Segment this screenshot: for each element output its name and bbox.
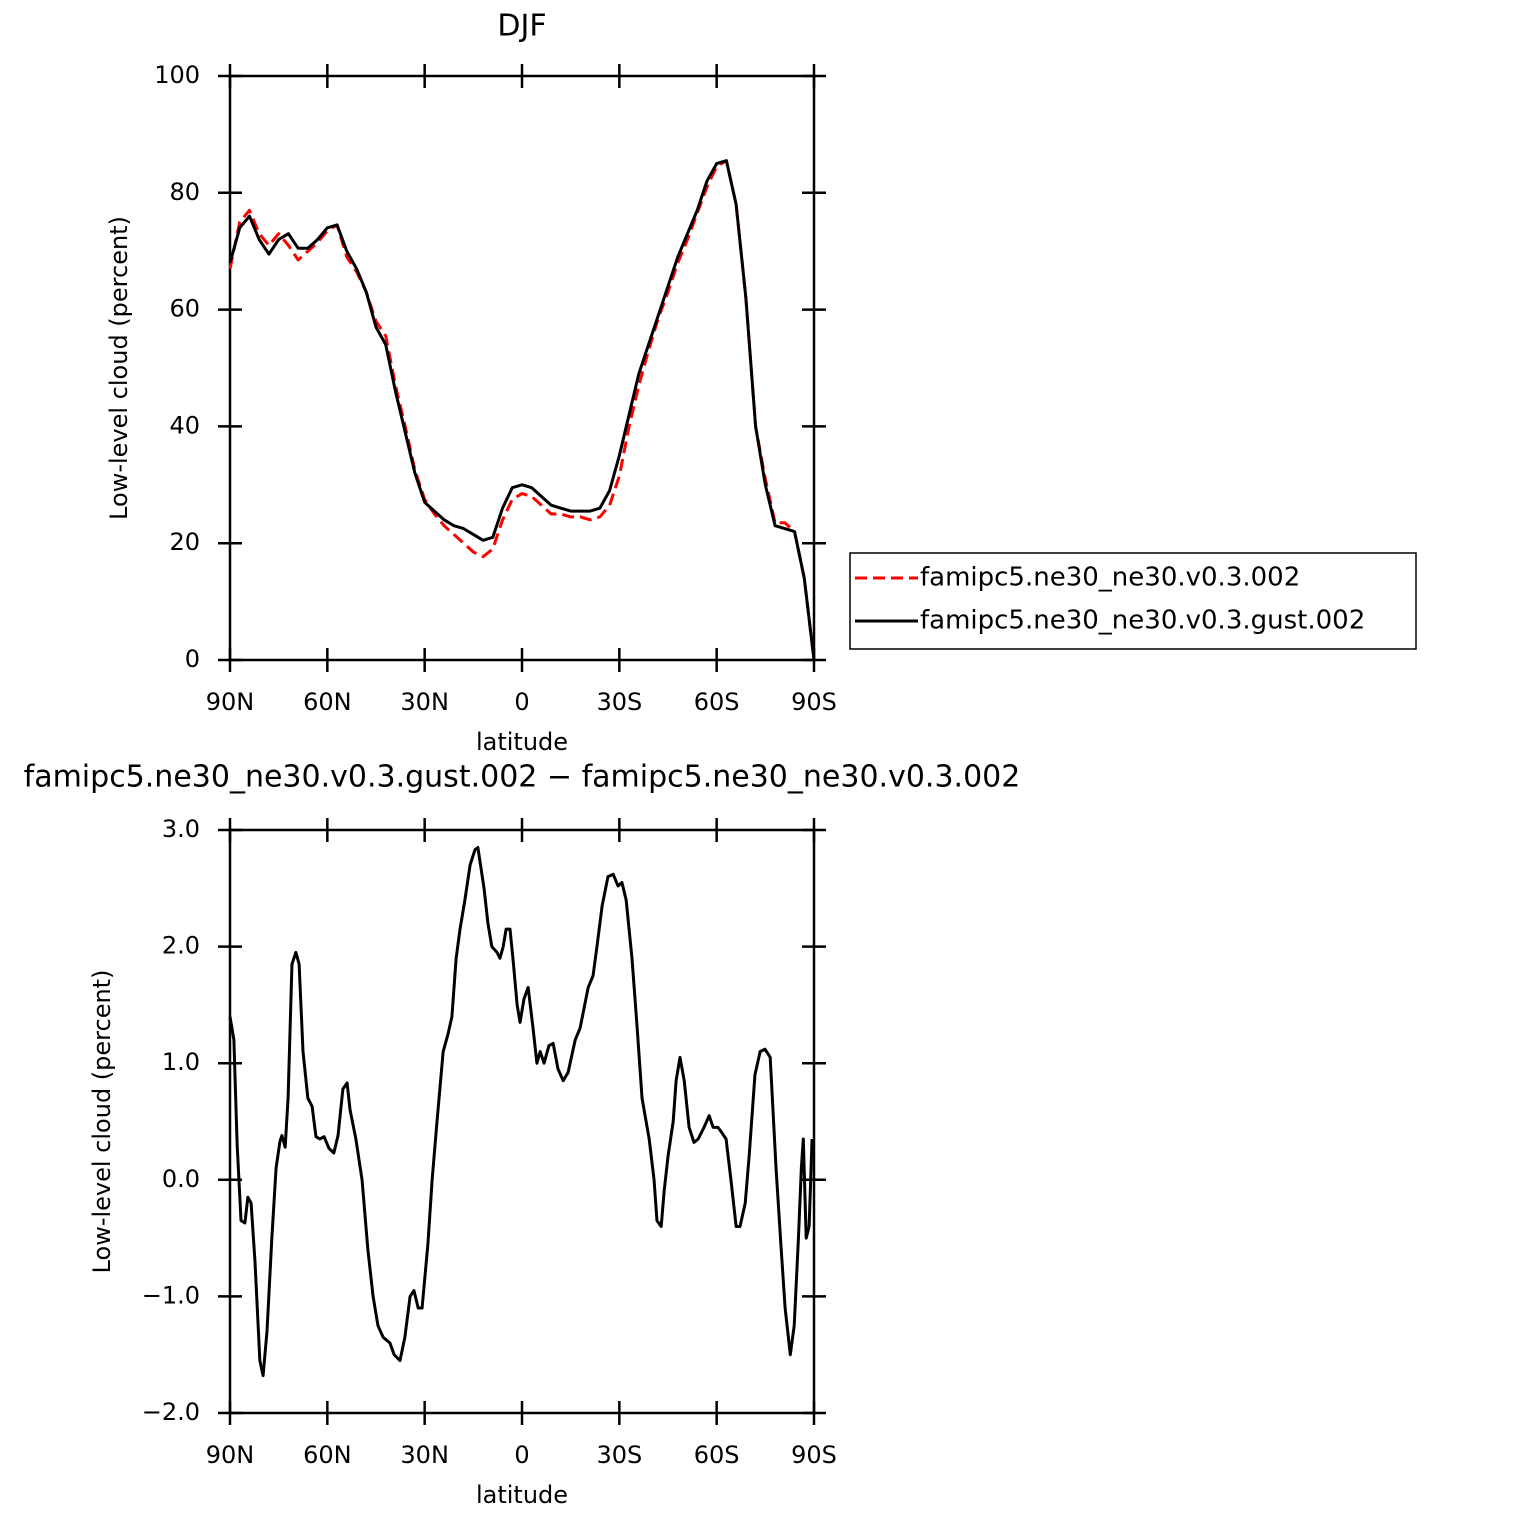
y-tick-label: 0.0 (162, 1165, 200, 1193)
x-tick-label: 60N (303, 688, 352, 716)
y-tick-label: 100 (154, 61, 200, 89)
data-line (228, 159, 816, 661)
legend-label: famipc5.ne30_ne30.v0.3.002 (920, 563, 1300, 593)
chart-title: DJF (497, 9, 546, 44)
chart-title: famipc5.ne30_ne30.v0.3.gust.002 − famipc… (24, 760, 1021, 795)
legend-box (849, 552, 1417, 650)
x-tick-label: 0 (514, 1441, 529, 1469)
x-tick-label: 0 (514, 688, 529, 716)
x-tick-label: 90N (206, 688, 255, 716)
y-tick-label: 40 (169, 411, 200, 439)
y-tick-label: −1.0 (142, 1281, 200, 1309)
x-axis-label: latitude (476, 1481, 568, 1509)
y-tick-label: 20 (169, 528, 200, 556)
x-tick-label: 30N (400, 1441, 449, 1469)
y-tick-label: 1.0 (162, 1048, 200, 1076)
y-tick-label: 60 (169, 295, 200, 323)
x-tick-label: 60N (303, 1441, 352, 1469)
y-axis-label: Low-level cloud (percent) (105, 216, 133, 520)
x-tick-label: 30S (596, 1441, 642, 1469)
data-line (228, 845, 814, 1378)
x-tick-label: 60S (694, 688, 740, 716)
x-tick-label: 30N (400, 688, 449, 716)
plot-frame (228, 828, 816, 1415)
legend-label: famipc5.ne30_ne30.v0.3.gust.002 (920, 606, 1365, 636)
y-tick-label: 80 (169, 178, 200, 206)
y-tick-label: 0 (185, 645, 200, 673)
x-tick-label: 90S (791, 1441, 837, 1469)
y-tick-label: −2.0 (142, 1398, 200, 1426)
y-tick-label: 3.0 (162, 815, 200, 843)
x-tick-label: 60S (694, 1441, 740, 1469)
y-tick-label: 2.0 (162, 932, 200, 960)
data-line (228, 159, 816, 661)
x-axis-label: latitude (476, 728, 568, 756)
x-tick-label: 90S (791, 688, 837, 716)
x-tick-label: 30S (596, 688, 642, 716)
y-axis-label: Low-level cloud (percent) (88, 970, 116, 1274)
x-tick-label: 90N (206, 1441, 255, 1469)
